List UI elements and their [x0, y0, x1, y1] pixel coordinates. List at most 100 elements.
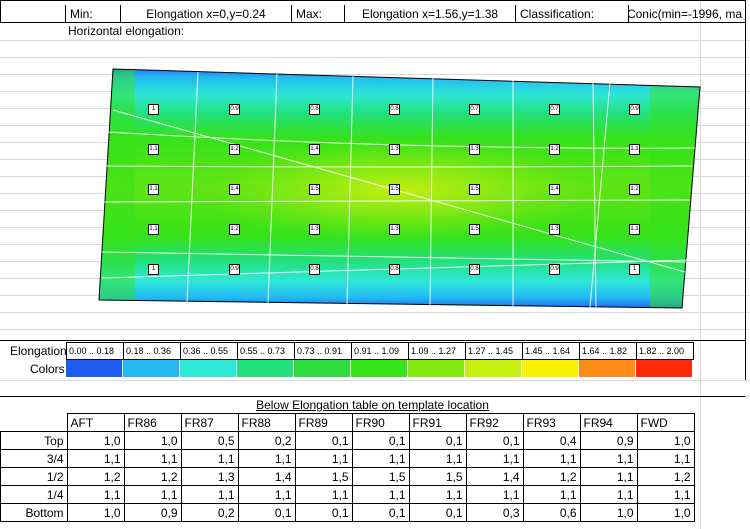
table-cell: 1,0 [66, 431, 125, 450]
table-row: Bottom 1,0 0,9 0,2 0,1 0,1 0,1 0,1 0,3 0,6 1,0 1,0 [0, 503, 695, 522]
value-box: 0.9 [229, 104, 240, 115]
value-box: 0.8 [469, 264, 480, 275]
table-cell: 1,1 [294, 449, 353, 468]
row-label: 3/4 [0, 449, 68, 468]
table-cell: 1,1 [123, 449, 182, 468]
table-cell: 1,5 [408, 467, 467, 486]
table-cell: 1,1 [180, 449, 239, 468]
table-cell: 0,2 [237, 431, 296, 450]
scale-range-label: 1.45 .. 1.64 [523, 342, 580, 360]
table-cell: 1,1 [294, 485, 353, 504]
table-cell: 0,1 [237, 503, 296, 522]
table-cell: 1,1 [408, 449, 467, 468]
table-cell: 1,2 [123, 467, 182, 486]
scale-color-swatch [180, 360, 237, 377]
table-cell: 0,1 [408, 503, 467, 522]
plot-title: Horizontal elongation: [68, 24, 185, 38]
value-box: 1.4 [549, 184, 560, 195]
scale-range-label: 1.09 .. 1.27 [409, 342, 466, 360]
column-header: FR90 [351, 413, 410, 432]
table-cell: 1,1 [522, 449, 581, 468]
table-cell: 1,5 [351, 467, 410, 486]
value-box: 0.7 [469, 104, 480, 115]
scale-range-label: 1.27 .. 1.45 [466, 342, 523, 360]
table-cell: 1,2 [522, 467, 581, 486]
column-header: FR91 [408, 413, 467, 432]
table-cell: 1,5 [294, 467, 353, 486]
table-cell: 1,1 [237, 485, 296, 504]
table-cell: 0,1 [294, 503, 353, 522]
table-cell: 1,1 [408, 485, 467, 504]
value-box: 1.3 [549, 224, 560, 235]
classification-label: Classification: [516, 5, 629, 22]
value-box: 1.2 [629, 184, 640, 195]
table-cell: 1,0 [636, 503, 695, 522]
table-cell: 1,4 [465, 467, 524, 486]
row-label: Top [0, 431, 68, 450]
table-cell: 1,1 [636, 449, 695, 468]
value-box: 0.9 [629, 104, 640, 115]
value-box: 1.3 [389, 224, 400, 235]
row-label: 1/4 [0, 485, 68, 504]
scale-color-swatch [66, 360, 123, 377]
table-cell: 1,1 [351, 449, 410, 468]
column-header: FR88 [237, 413, 296, 432]
value-box: 1.2 [549, 144, 560, 155]
column-header: FR87 [180, 413, 239, 432]
table-row: 1/4 1,1 1,1 1,1 1,1 1,1 1,1 1,1 1,1 1,1 1,1 1,1 [0, 485, 695, 504]
table-cell: 0,2 [180, 503, 239, 522]
scale-color-swatch [579, 360, 636, 377]
value-box: 1.5 [389, 184, 400, 195]
value-box: 0.8 [389, 264, 400, 275]
table-cell: 1,1 [579, 449, 638, 468]
scale-range-label: 0.00 .. 0.18 [67, 342, 124, 360]
table-cell: 1,0 [579, 503, 638, 522]
value-box: 1.3 [309, 224, 320, 235]
value-box: 0.8 [389, 104, 400, 115]
table-cell: 1,1 [123, 485, 182, 504]
value-box: 0.7 [549, 104, 560, 115]
value-box: 1.1 [148, 224, 159, 235]
table-cell: 1,1 [180, 485, 239, 504]
column-header: FR89 [294, 413, 353, 432]
scale-range-label: 0.55 .. 0.73 [238, 342, 295, 360]
min-label: Min: [66, 5, 121, 22]
column-header: FR86 [123, 413, 182, 432]
value-box: 1.1 [629, 224, 640, 235]
scale-label: Elongation [10, 344, 67, 358]
value-box: 1.1 [148, 184, 159, 195]
table-cell: 1,3 [180, 467, 239, 486]
value-box: 1.3 [389, 144, 400, 155]
value-box: 0.9 [229, 264, 240, 275]
max-value: Elongation x=1.56,y=1.38 [345, 5, 516, 22]
value-box: 1.2 [229, 144, 240, 155]
table-cell: 0,9 [579, 431, 638, 450]
table-cell: 1,1 [465, 485, 524, 504]
elongation-table: AFT FR86 FR87 FR88 FR89 FR90 FR91 FR92 FR93 FR94 F… [0, 413, 695, 522]
scale-color-swatch [237, 360, 294, 377]
scale-color-swatch [522, 360, 579, 377]
max-label: Max: [292, 5, 345, 22]
table-cell: 1,1 [579, 467, 638, 486]
table-cell: 1,1 [465, 449, 524, 468]
summary-row: Min: Elongation x=0,y=0.24 Max: Elongati… [0, 5, 746, 22]
table-cell: 1,0 [123, 431, 182, 450]
row-label: Bottom [0, 503, 68, 522]
value-box: 1.3 [469, 144, 480, 155]
column-header: FR92 [465, 413, 524, 432]
value-box: 1.5 [309, 184, 320, 195]
table-row: Top 1,0 1,0 0,5 0,2 0,1 0,1 0,1 0,1 0,4 0,9 1,0 [0, 431, 695, 450]
value-box: 1.1 [148, 144, 159, 155]
value-box: 1.5 [469, 184, 480, 195]
table-cell: 0,1 [465, 431, 524, 450]
scale-swatches [66, 360, 693, 377]
scale-ranges: 0.00 .. 0.18 0.18 .. 0.36 0.36 .. 0.55 0.55… [66, 342, 694, 360]
scale-range-label: 0.36 .. 0.55 [181, 342, 238, 360]
table-cell: 0,1 [351, 503, 410, 522]
table-cell: 1,1 [522, 485, 581, 504]
table-cell: 1,0 [636, 431, 695, 450]
table-cell: 0,1 [351, 431, 410, 450]
value-box: 1.5 [469, 224, 480, 235]
value-box: 1.4 [309, 144, 320, 155]
column-header: FWD [636, 413, 695, 432]
